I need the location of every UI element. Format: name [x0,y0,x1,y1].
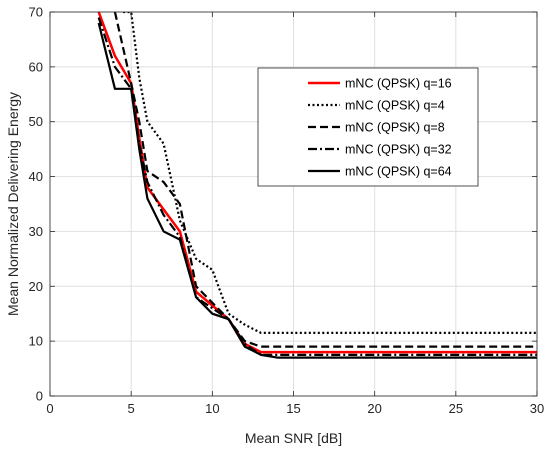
y-tick-label: 50 [29,114,43,129]
legend-label-4: mNC (QPSK) q=32 [345,143,452,157]
series-group [97,12,537,359]
series-line-4 [97,17,537,356]
x-axis-label: Mean SNR [dB] [245,430,342,446]
legend-label-5: mNC (QPSK) q=64 [345,165,452,179]
y-axis-ticks: 0 10 20 30 40 50 60 70 [29,5,537,404]
x-tick-label: 15 [286,401,300,416]
legend-box [257,67,479,187]
y-tick-label: 20 [29,279,43,294]
x-tick-label: 25 [449,401,463,416]
x-axis-ticks: 0 5 10 15 20 25 30 [46,12,544,416]
series-line-5 [97,22,537,359]
y-tick-label: 70 [29,5,43,20]
y-axis-label: Mean Normalized Delivering Energy [5,92,21,316]
legend: mNC (QPSK) q=16 mNC (QPSK) q=4 mNC (QPSK) … [257,67,479,187]
x-tick-label: 30 [530,401,544,416]
x-tick-label: 10 [205,401,219,416]
y-tick-label: 10 [29,334,43,349]
series-line-3 [113,12,537,348]
y-tick-label: 30 [29,224,43,239]
y-tick-label: 60 [29,59,43,74]
y-tick-label: 40 [29,169,43,184]
legend-label-2: mNC (QPSK) q=4 [345,99,445,113]
y-tick-label: 0 [36,389,43,404]
legend-label-3: mNC (QPSK) q=8 [345,121,445,135]
x-tick-label: 5 [128,401,135,416]
legend-label-1: mNC (QPSK) q=16 [345,77,452,91]
x-tick-label: 20 [367,401,381,416]
x-tick-label: 0 [46,401,53,416]
